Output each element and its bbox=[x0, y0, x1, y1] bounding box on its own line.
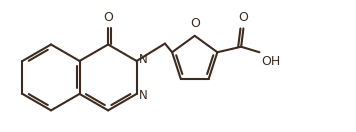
Text: O: O bbox=[190, 17, 200, 30]
Text: O: O bbox=[239, 11, 248, 24]
Text: N: N bbox=[139, 89, 148, 102]
Text: N: N bbox=[139, 53, 148, 66]
Text: OH: OH bbox=[261, 55, 281, 68]
Text: O: O bbox=[103, 11, 113, 24]
